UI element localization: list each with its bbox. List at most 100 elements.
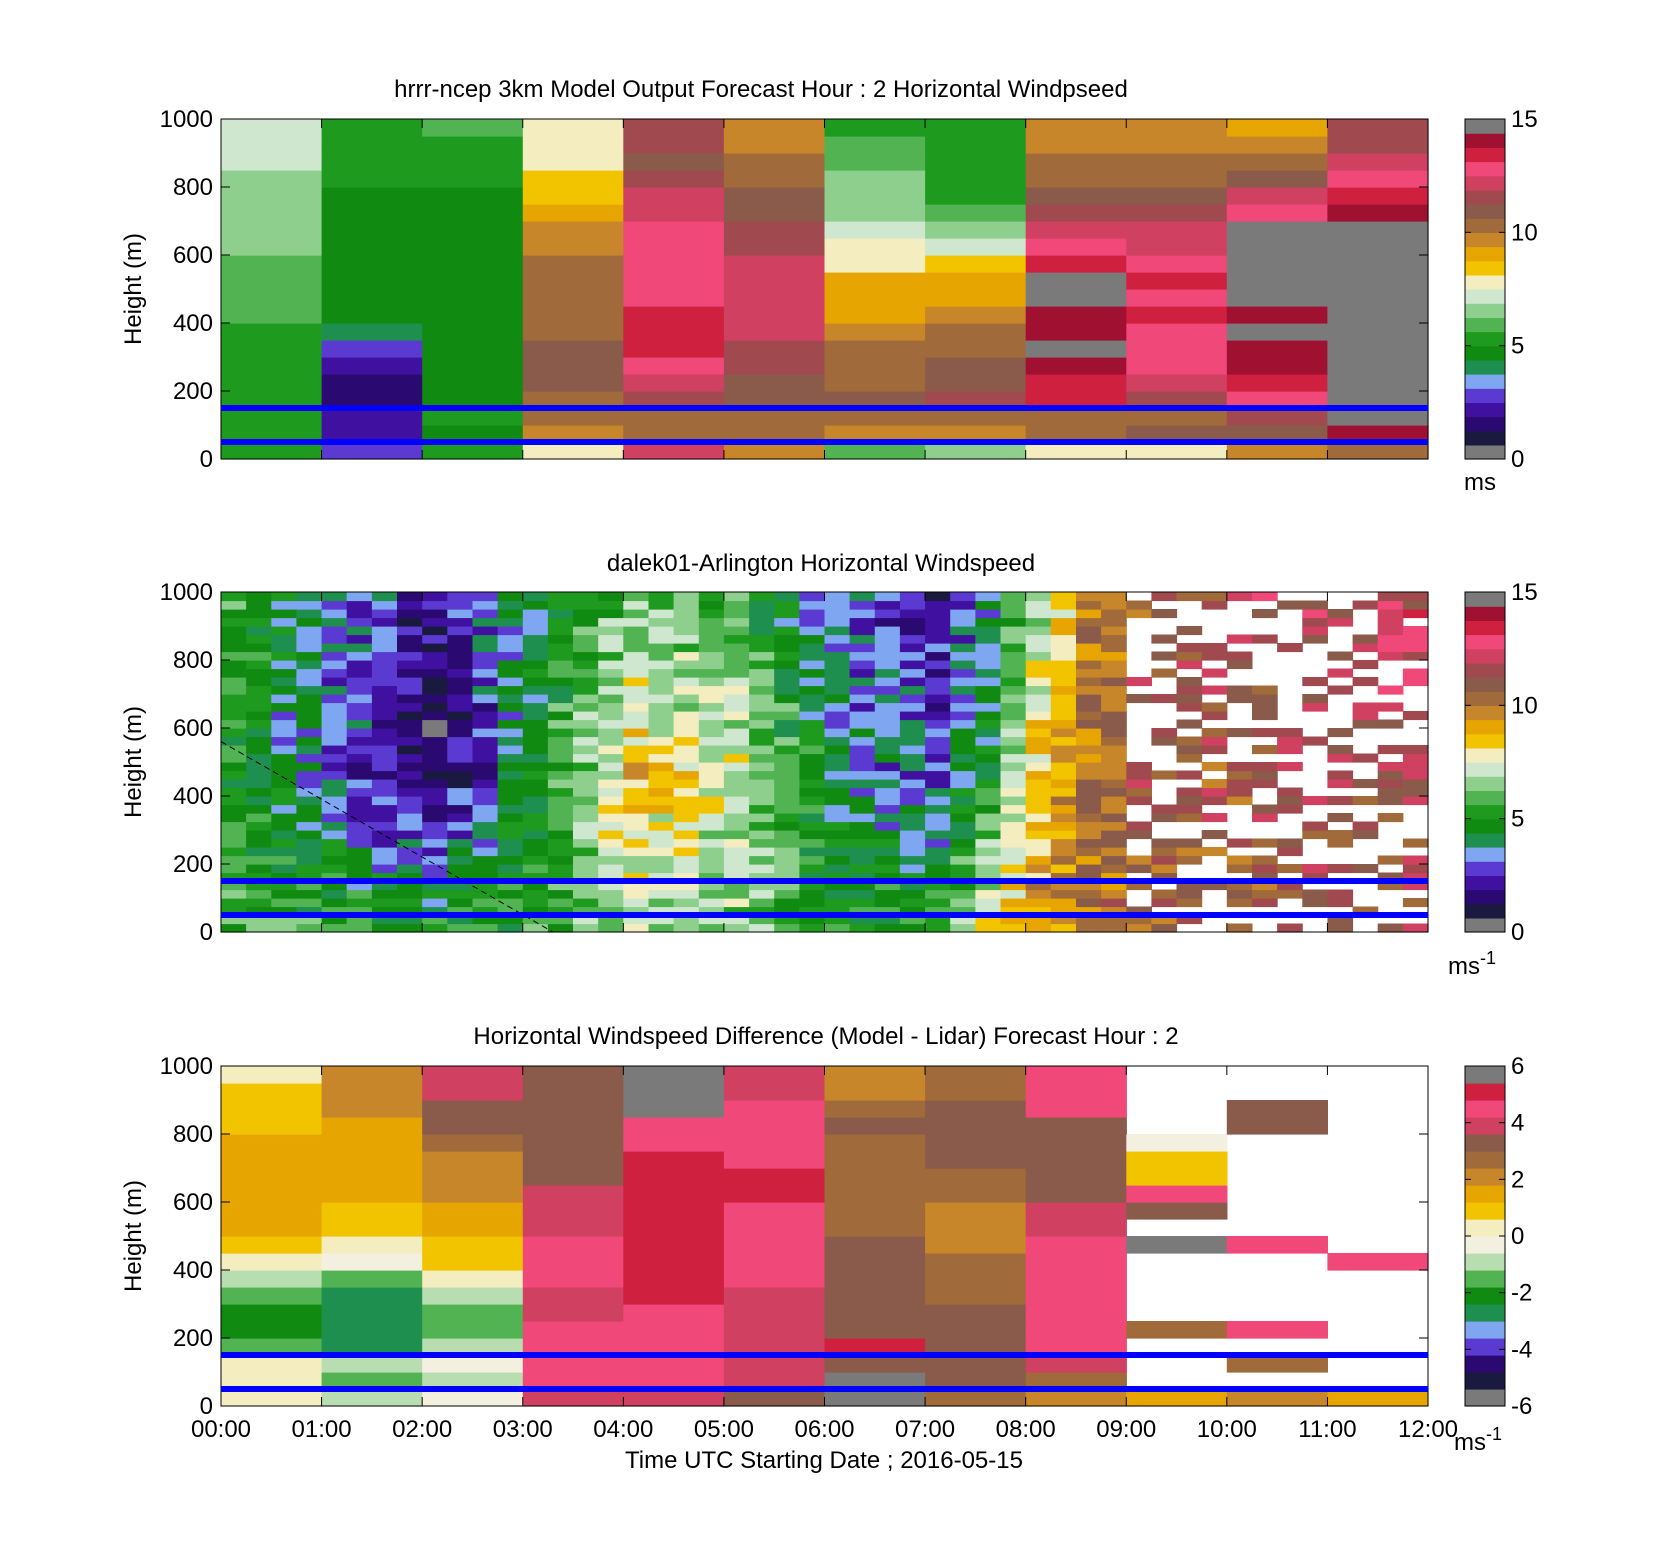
heatmap-cell bbox=[1327, 813, 1354, 823]
heatmap-cell bbox=[1377, 762, 1404, 772]
heatmap-cell bbox=[698, 745, 725, 755]
heatmap-cell bbox=[1352, 753, 1379, 763]
heatmap-cell bbox=[1050, 702, 1077, 712]
heatmap-cell bbox=[371, 694, 398, 704]
heatmap-cell bbox=[321, 1134, 423, 1152]
heatmap-cell bbox=[573, 847, 599, 857]
heatmap-cell bbox=[899, 694, 926, 704]
heatmap-cell bbox=[824, 1100, 926, 1118]
heatmap-cell bbox=[547, 847, 574, 857]
heatmap-cell bbox=[824, 1321, 926, 1339]
heatmap-cell bbox=[698, 728, 725, 738]
heatmap-cell bbox=[648, 898, 675, 908]
heatmap-cell bbox=[925, 1338, 1027, 1356]
heatmap-cell bbox=[422, 634, 448, 644]
heatmap-cell bbox=[623, 238, 725, 256]
heatmap-cell bbox=[1352, 634, 1379, 644]
heatmap-cell bbox=[673, 915, 700, 925]
heatmap-cell bbox=[925, 272, 1027, 290]
heatmap-cell bbox=[346, 609, 373, 619]
heatmap-cell bbox=[824, 711, 851, 721]
heatmap-cell bbox=[1101, 830, 1127, 840]
heatmap-cell bbox=[371, 821, 398, 831]
heatmap-cell bbox=[1176, 770, 1203, 780]
heatmap-cell bbox=[1000, 847, 1027, 857]
heatmap-cell bbox=[296, 804, 323, 814]
heatmap-cell bbox=[874, 660, 901, 670]
colorbar-swatch bbox=[1465, 719, 1505, 735]
heatmap-cell bbox=[1252, 779, 1278, 789]
heatmap-cell bbox=[1226, 374, 1328, 392]
heatmap-cell bbox=[950, 889, 976, 899]
heatmap-cell bbox=[899, 600, 926, 610]
heatmap-cell bbox=[346, 762, 373, 772]
heatmap-cell bbox=[522, 881, 549, 891]
heatmap-cell bbox=[975, 728, 1002, 738]
heatmap-cell bbox=[246, 889, 272, 899]
heatmap-cell bbox=[447, 813, 473, 823]
heatmap-cell bbox=[723, 694, 750, 704]
heatmap-cell bbox=[598, 668, 624, 678]
heatmap-cell bbox=[623, 651, 649, 661]
heatmap-cell bbox=[648, 719, 675, 729]
heatmap-cell bbox=[1000, 677, 1027, 687]
heatmap-cell bbox=[371, 813, 398, 823]
heatmap-cell bbox=[221, 136, 323, 154]
heatmap-cell bbox=[774, 838, 800, 848]
heatmap-cell bbox=[1025, 204, 1127, 222]
heatmap-cell bbox=[648, 753, 675, 763]
heatmap-cell bbox=[447, 685, 473, 695]
heatmap-cell bbox=[623, 872, 649, 882]
heatmap-cell bbox=[1302, 736, 1328, 746]
heatmap-cell bbox=[321, 1372, 423, 1390]
heatmap-cell bbox=[623, 881, 649, 891]
heatmap-cell bbox=[1377, 813, 1404, 823]
heatmap-cell bbox=[573, 643, 599, 653]
heatmap-cell bbox=[321, 340, 423, 358]
heatmap-cell bbox=[1076, 855, 1102, 865]
heatmap-cell bbox=[623, 1117, 725, 1135]
heatmap-cell bbox=[321, 634, 348, 644]
heatmap-cell bbox=[673, 864, 700, 874]
heatmap-cell bbox=[271, 821, 297, 831]
heatmap-cell bbox=[950, 923, 976, 933]
heatmap-cell bbox=[271, 923, 297, 933]
heatmap-cell bbox=[1327, 864, 1354, 874]
heatmap-cell bbox=[598, 864, 624, 874]
heatmap-cell bbox=[573, 609, 599, 619]
heatmap-cell bbox=[623, 1066, 725, 1084]
heatmap-cell bbox=[422, 609, 448, 619]
heatmap-cell bbox=[472, 660, 499, 670]
heatmap-cell bbox=[346, 770, 373, 780]
heatmap-cell bbox=[925, 915, 951, 925]
heatmap-cell bbox=[321, 779, 348, 789]
heatmap-cell bbox=[673, 813, 700, 823]
heatmap-cell bbox=[321, 136, 423, 154]
heatmap-cell bbox=[723, 1338, 826, 1356]
heatmap-cell bbox=[1151, 813, 1178, 823]
heatmap-cell bbox=[447, 804, 473, 814]
heatmap-cell bbox=[749, 821, 775, 831]
heatmap-cell bbox=[522, 634, 549, 644]
heatmap-cell bbox=[723, 238, 826, 256]
colorbar-frame bbox=[1464, 591, 1506, 933]
heatmap-cell bbox=[221, 915, 247, 925]
heatmap-cell bbox=[723, 136, 826, 154]
heatmap-cell bbox=[221, 702, 247, 712]
heatmap-cell bbox=[221, 1219, 323, 1237]
heatmap-cell bbox=[1226, 136, 1328, 154]
heatmap-cell bbox=[346, 779, 373, 789]
heatmap-cell bbox=[648, 702, 675, 712]
heatmap-cell bbox=[623, 864, 649, 874]
heatmap-cell bbox=[824, 1117, 926, 1135]
heatmap-cell bbox=[623, 906, 649, 916]
heatmap-cell bbox=[1226, 1321, 1328, 1339]
heatmap-cell bbox=[874, 736, 901, 746]
heatmap-cell bbox=[698, 821, 725, 831]
heatmap-cell bbox=[547, 719, 574, 729]
heatmap-cell bbox=[673, 847, 700, 857]
heatmap-cell bbox=[422, 306, 524, 324]
panel-2-heatmap bbox=[221, 592, 1429, 933]
heatmap-cell bbox=[673, 796, 700, 806]
